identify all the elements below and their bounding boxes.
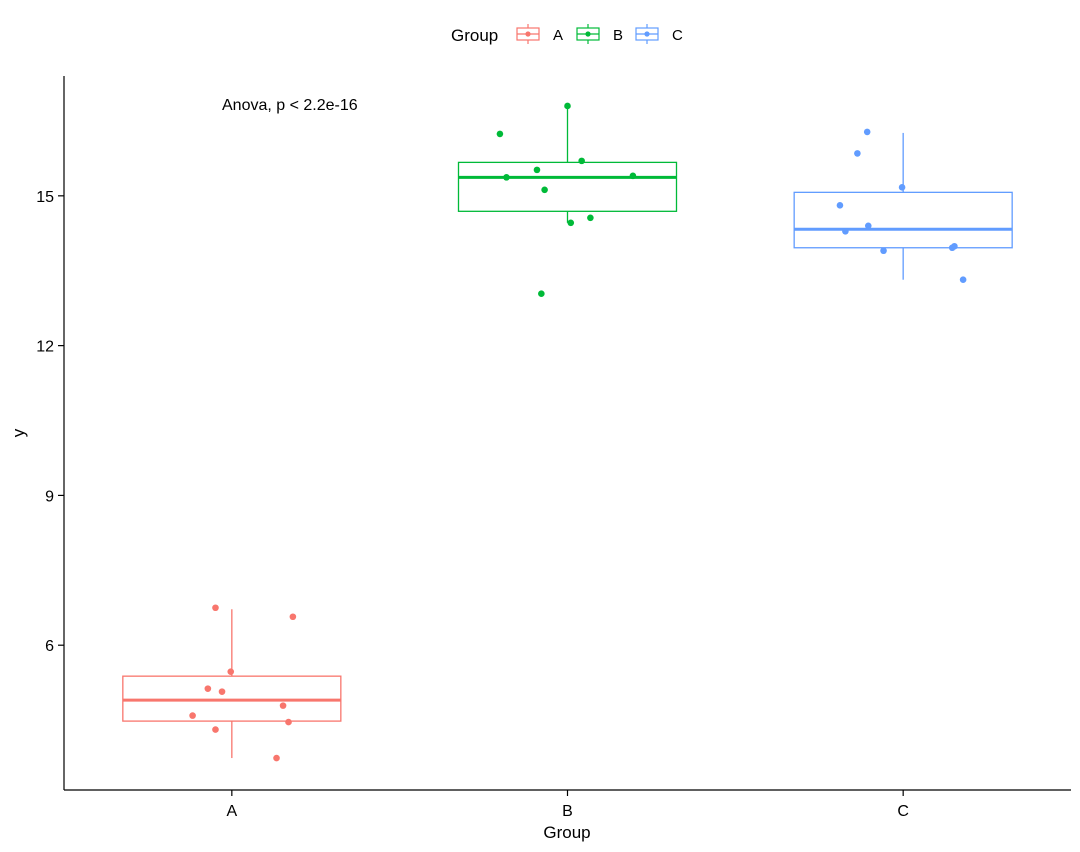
data-point [959, 276, 967, 284]
data-point [898, 184, 906, 191]
legend-keys: A B C [516, 24, 683, 44]
legend-key-point [585, 31, 591, 37]
legend-title: Group [451, 26, 498, 45]
legend-key-point [644, 31, 650, 37]
data-point [587, 214, 594, 222]
data-point [880, 247, 887, 255]
box [793, 191, 1013, 249]
data-point [567, 219, 575, 227]
data-point [864, 222, 872, 230]
data-point [541, 186, 548, 194]
data-point [578, 157, 585, 165]
data-point [533, 166, 541, 174]
data-point [289, 613, 297, 621]
legend: Group A B C [451, 24, 683, 45]
data-point [863, 128, 871, 136]
data-point [212, 726, 219, 733]
y-tick-label: 12 [36, 339, 54, 356]
data-point [212, 604, 219, 612]
legend-key-b: B [576, 24, 623, 44]
box-group-a [122, 604, 342, 762]
data-point [204, 685, 212, 692]
data-point [842, 227, 849, 235]
box-group-b [457, 102, 678, 297]
data-point [279, 702, 287, 709]
x-tick-label: A [226, 803, 237, 820]
data-point [285, 718, 292, 726]
x-axis-title: Group [543, 823, 590, 842]
data-point [503, 174, 510, 181]
legend-entry-label: B [613, 27, 623, 44]
y-tick-label: 9 [45, 488, 54, 505]
y-axis-ticks: 6 9 12 15 [36, 189, 64, 655]
y-tick-label: 6 [45, 638, 54, 655]
legend-entry-label: C [672, 27, 683, 44]
data-point [538, 290, 545, 297]
y-axis-title: y [9, 428, 28, 437]
box-group-c [793, 128, 1013, 284]
data-point [496, 130, 504, 138]
data-point [948, 244, 956, 252]
data-point [854, 150, 861, 157]
data-point [218, 688, 226, 695]
box [457, 161, 678, 212]
x-tick-label: B [562, 803, 573, 820]
x-tick-label: C [897, 803, 909, 820]
legend-key-a: A [516, 24, 563, 44]
legend-entry-label: A [553, 27, 563, 44]
data-point [227, 668, 235, 675]
anova-annotation: Anova, p < 2.2e-16 [222, 97, 358, 114]
data-point [273, 754, 280, 762]
data-point [189, 712, 196, 719]
y-tick-label: 15 [36, 189, 54, 206]
data-point [564, 102, 571, 110]
x-axis-ticks: A B C [226, 790, 909, 820]
plot-area [122, 102, 1013, 762]
data-point [836, 202, 844, 209]
data-point [629, 172, 637, 180]
legend-key-c: C [635, 24, 683, 44]
legend-key-point [525, 31, 531, 37]
